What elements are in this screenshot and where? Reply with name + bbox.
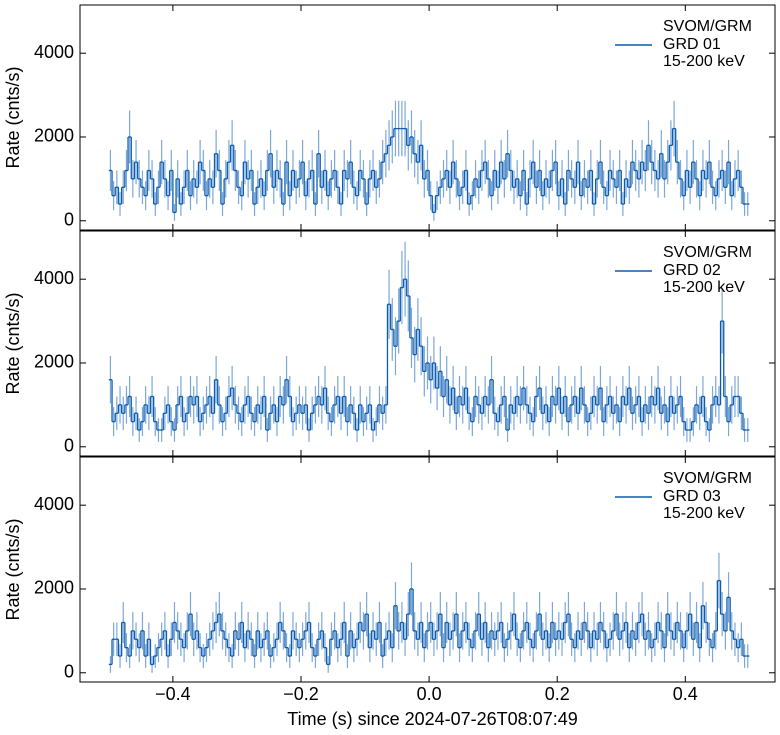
legend-label: GRD 02 <box>663 262 721 279</box>
y-tick-label: 4000 <box>34 494 74 514</box>
axes-frame <box>79 4 776 231</box>
legend-band: 15-200 keV <box>663 505 745 522</box>
legend-band: 15-200 keV <box>663 279 745 296</box>
y-tick-label: 0 <box>64 436 74 456</box>
legend-label: GRD 03 <box>663 488 721 505</box>
axes-frame <box>79 456 776 683</box>
legend-band: 15-200 keV <box>663 53 745 70</box>
legend-label: GRD 01 <box>663 36 721 53</box>
legend-title: SVOM/GRM <box>663 470 752 487</box>
plot-area <box>108 100 750 221</box>
y-tick-label: 2000 <box>34 578 74 598</box>
x-tick-label: 0.2 <box>545 684 570 704</box>
y-tick-label: 4000 <box>34 42 74 62</box>
x-tick-label: 0.0 <box>417 684 442 704</box>
y-axis-label: Rate (cnts/s) <box>3 292 23 394</box>
y-axis-label: Rate (cnts/s) <box>3 66 23 168</box>
y-tick-label: 2000 <box>34 352 74 372</box>
x-axis-label: Time (s) since 2024-07-26T08:07:49 <box>287 709 577 729</box>
panel: 0 2000 4000 −0.4 −0.2 0.0 0.2 0.4 Rate (cnts/s) S… <box>3 456 776 704</box>
y-tick-label: 0 <box>64 210 74 230</box>
y-tick-label: 0 <box>64 662 74 682</box>
x-tick-label: −0.2 <box>283 684 319 704</box>
legend-title: SVOM/GRM <box>663 18 752 35</box>
y-axis-label: Rate (cnts/s) <box>3 518 23 620</box>
x-tick-label: 0.4 <box>673 684 698 704</box>
y-tick-label: 4000 <box>34 268 74 288</box>
legend-title: SVOM/GRM <box>663 244 752 261</box>
y-tick-label: 2000 <box>34 126 74 146</box>
plot-area <box>108 552 750 673</box>
x-tick-label: −0.4 <box>155 684 191 704</box>
plot-area <box>108 241 750 442</box>
axes-frame <box>79 230 776 457</box>
